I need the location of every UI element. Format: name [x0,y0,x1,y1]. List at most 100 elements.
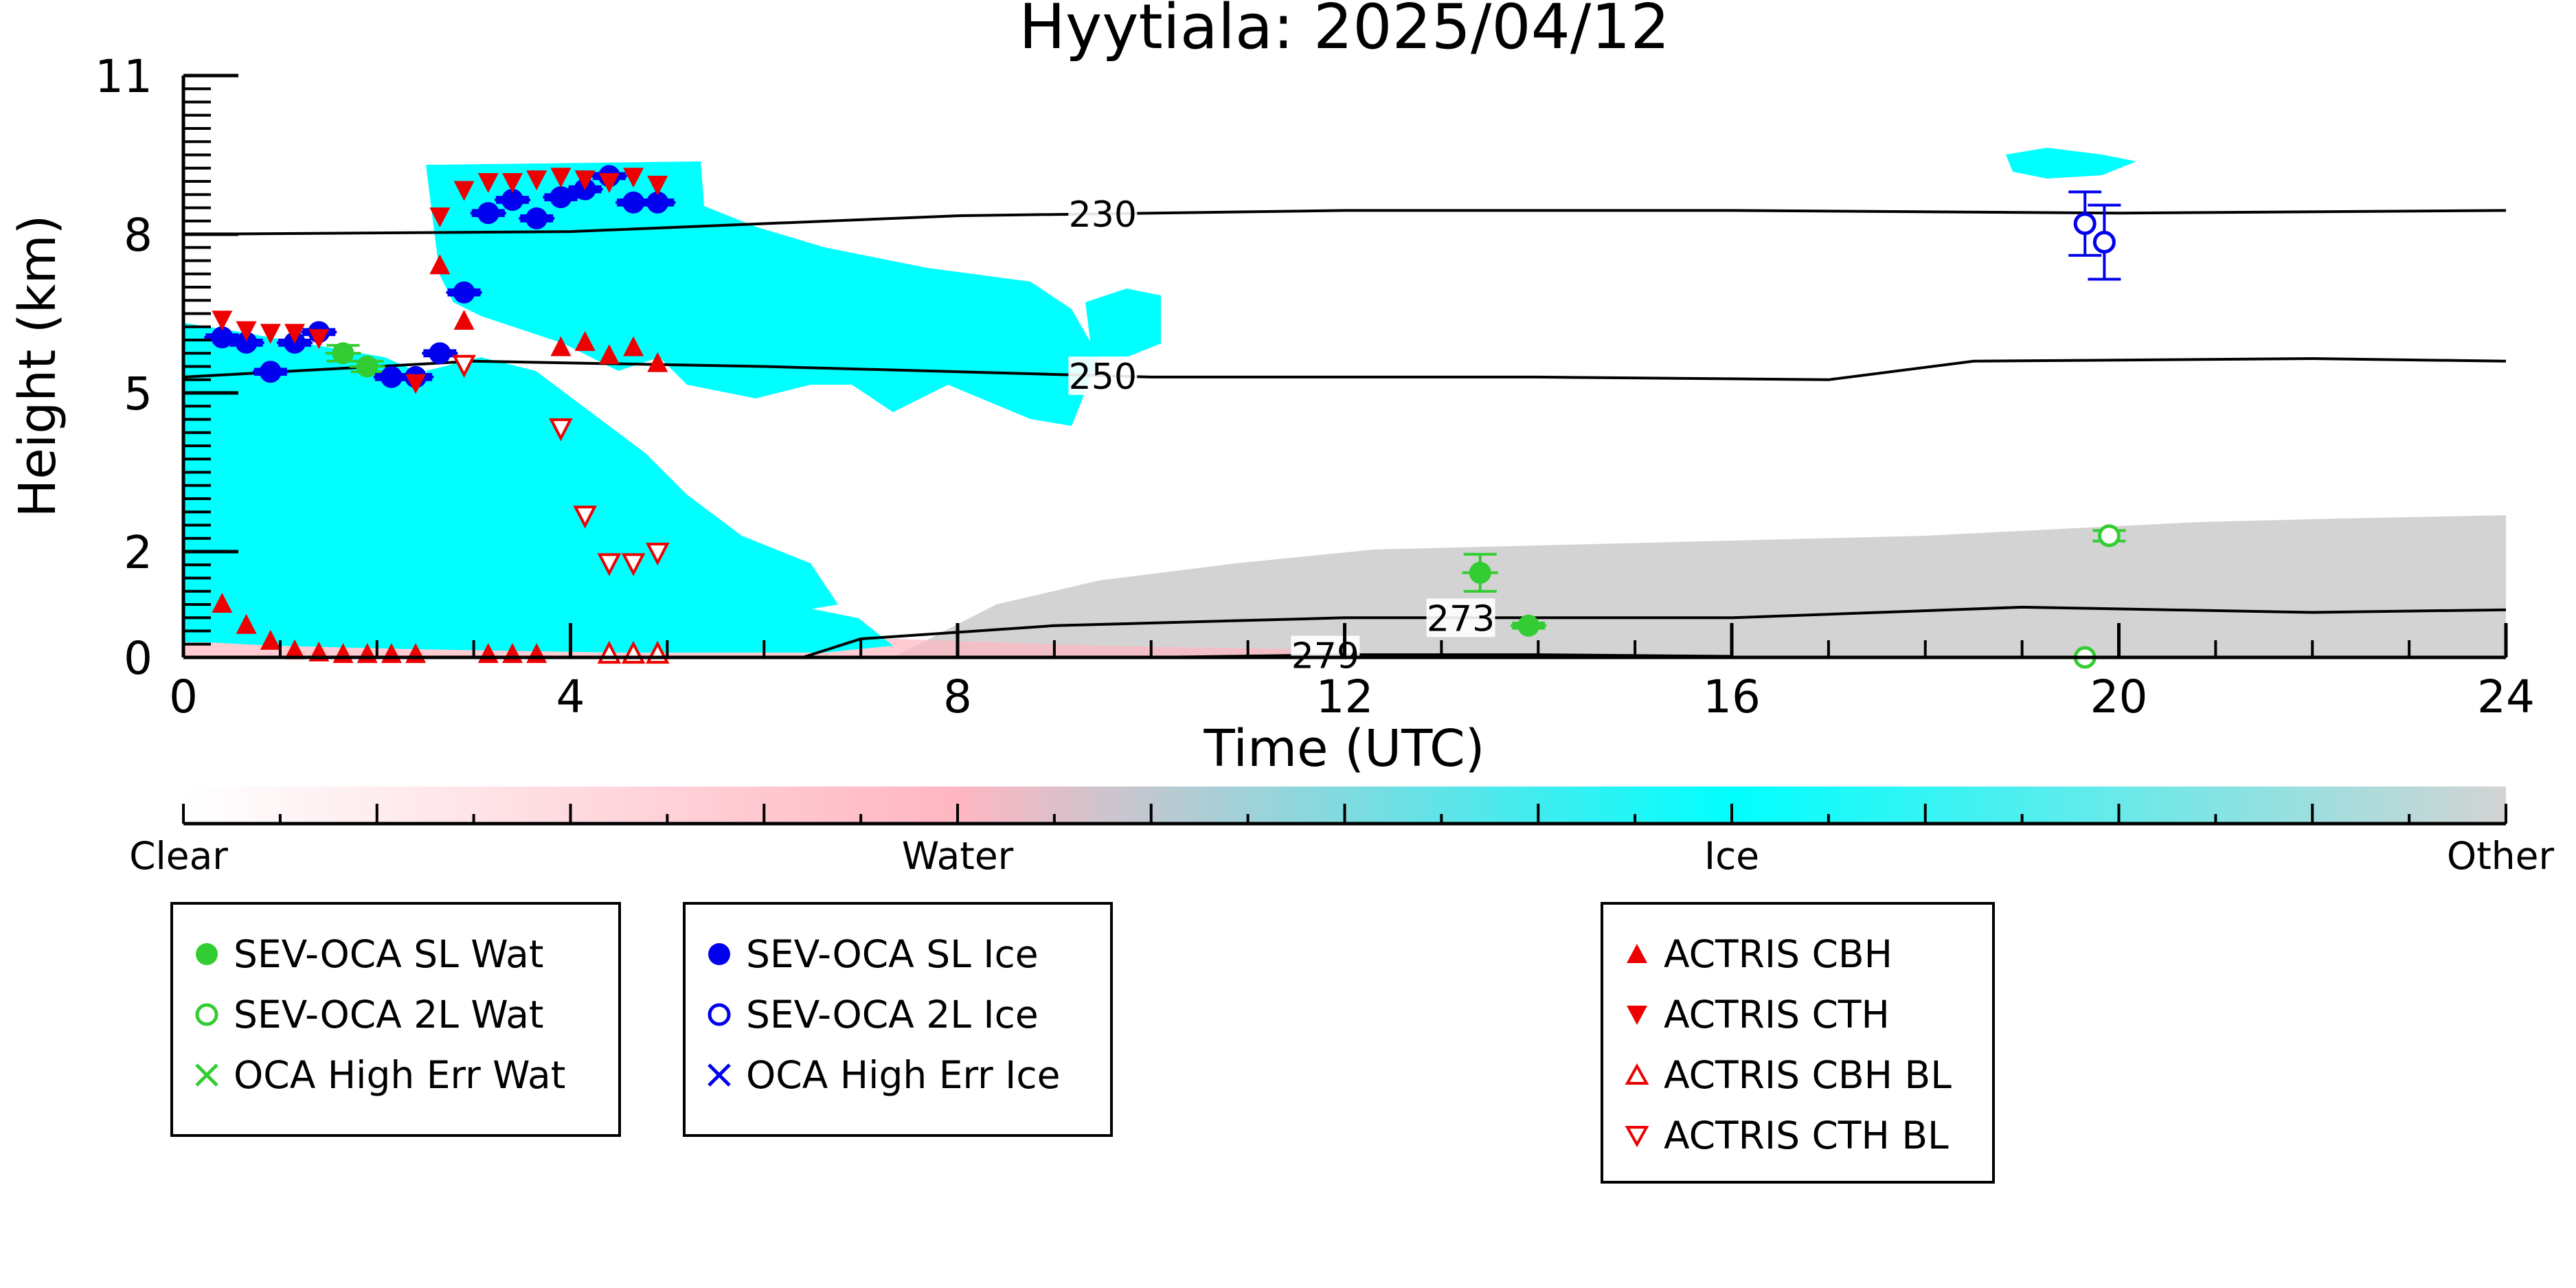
data-point [284,639,306,659]
x-tick-label: 16 [1703,670,1761,723]
isotherm-label: 230 [1069,194,1137,236]
data-point [332,342,354,365]
data-point [598,344,620,365]
triangle-up-filled-icon [1627,944,1647,963]
x-mark-icon [195,1063,218,1087]
data-point [259,361,282,383]
legend-label: SEV-OCA SL Wat [234,932,544,976]
data-point [453,181,475,201]
legend-item: SEV-OCA 2L Ice [702,984,1110,1045]
isotherm-label-bg [1068,356,1138,395]
data-point [623,336,644,357]
triangle-down-filled-icon [1627,1006,1647,1025]
data-point [501,173,523,193]
data-point [501,188,523,211]
marks-layer [204,165,2126,669]
data-point [212,593,233,613]
legend-item: OCA High Err Wat [190,1045,618,1105]
data-point [621,553,646,576]
x-tick-label: 8 [943,670,972,723]
data-point [2092,231,2116,254]
data-point [550,336,572,357]
data-point [549,418,573,442]
data-point [1517,614,1540,637]
x-mark-icon [708,1063,731,1087]
ice-region-low [183,323,893,653]
data-point [573,506,597,529]
data-point [574,330,596,351]
data-point [405,374,427,394]
data-point [260,324,281,344]
colorbar-label-ice: Ice [1704,834,1759,878]
legend-item: ACTRIS CTH [1620,984,1992,1045]
legend-label: SEV-OCA 2L Wat [234,993,544,1037]
colorbar-label-clear: Clear [129,834,228,878]
ice-patch-right [2006,148,2136,179]
legend-label: SEV-OCA SL Ice [746,932,1039,976]
data-point [260,629,281,650]
data-point [452,354,476,378]
colorbar-ticks [182,804,2507,824]
legend-label: ACTRIS CBH [1664,932,1893,976]
other-region [893,515,2506,657]
data-point [211,326,234,349]
ice-region-high [426,161,1099,426]
data-point [477,202,499,225]
cloud-field [183,148,2506,657]
y-tick-label: 8 [124,209,152,262]
open-circle-icon [708,1003,731,1026]
legend-label: OCA High Err Wat [234,1053,566,1097]
data-point [550,168,572,188]
data-point [236,613,257,634]
ice-region-mid [426,357,838,618]
data-point [380,365,403,388]
data-point [453,310,475,330]
isotherm-label: 273 [1427,598,1495,640]
data-point [597,553,622,576]
data-point [235,331,258,354]
isotherm-line [802,605,2507,659]
legend-item: ACTRIS CTH BL [1620,1105,1992,1166]
data-point [236,321,257,341]
data-point [623,168,644,188]
y-tick-label: 2 [124,526,152,579]
legend-actris: ACTRIS CBH ACTRIS CTH ACTRIS CBH BL ACTR… [1601,902,1995,1184]
x-axis-label: Time (UTC) [1203,719,1484,778]
data-point [429,207,451,228]
data-point [598,173,620,193]
isotherm-line [183,357,2507,381]
legend-label: OCA High Err Ice [746,1053,1061,1097]
isotherm-line [183,209,2507,236]
legend-ice: SEV-OCA SL Ice SEV-OCA 2L Ice OCA High E… [683,902,1113,1137]
data-point [477,173,499,193]
data-point [622,191,645,214]
filled-circle-icon [708,943,730,965]
data-point [647,175,668,196]
data-point [308,329,330,350]
data-point [526,207,548,229]
colorbar-label-water: Water [902,834,1014,878]
open-circle-icon [195,1003,218,1026]
data-point [2073,212,2097,236]
legend-item: OCA High Err Ice [702,1045,1110,1105]
triangle-down-open-icon [1625,1126,1649,1148]
data-point [429,342,451,365]
data-point [574,170,596,191]
y-tick-label: 11 [95,50,152,103]
legend-item: SEV-OCA SL Wat [190,924,618,984]
legend-item: SEV-OCA SL Ice [702,924,1110,984]
legend-label: ACTRIS CTH [1664,993,1890,1037]
isotherm-label-bg [1291,635,1360,675]
data-point [2097,524,2121,547]
data-point [550,186,572,209]
y-tick-label: 0 [124,632,152,685]
data-point [212,310,233,331]
y-axis-label: Height (km) [8,215,67,518]
ticks-layer: 0 4 8 12 16 20 24 0 2 5 8 11 [95,50,2535,723]
data-point [645,543,670,566]
data-point [526,170,547,191]
legend-label: SEV-OCA 2L Ice [746,993,1039,1037]
data-point [429,254,451,275]
data-point [453,281,475,304]
